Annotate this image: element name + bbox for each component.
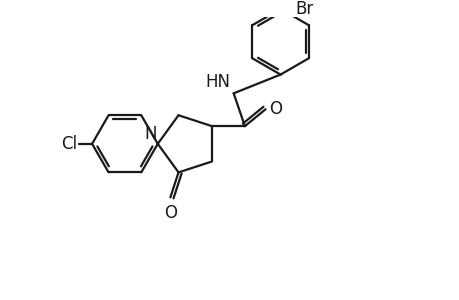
Text: Cl: Cl [61,135,77,153]
Text: O: O [163,204,177,222]
Text: Br: Br [295,0,313,18]
Text: HN: HN [205,74,230,92]
Text: O: O [269,100,282,118]
Text: N: N [144,125,157,143]
